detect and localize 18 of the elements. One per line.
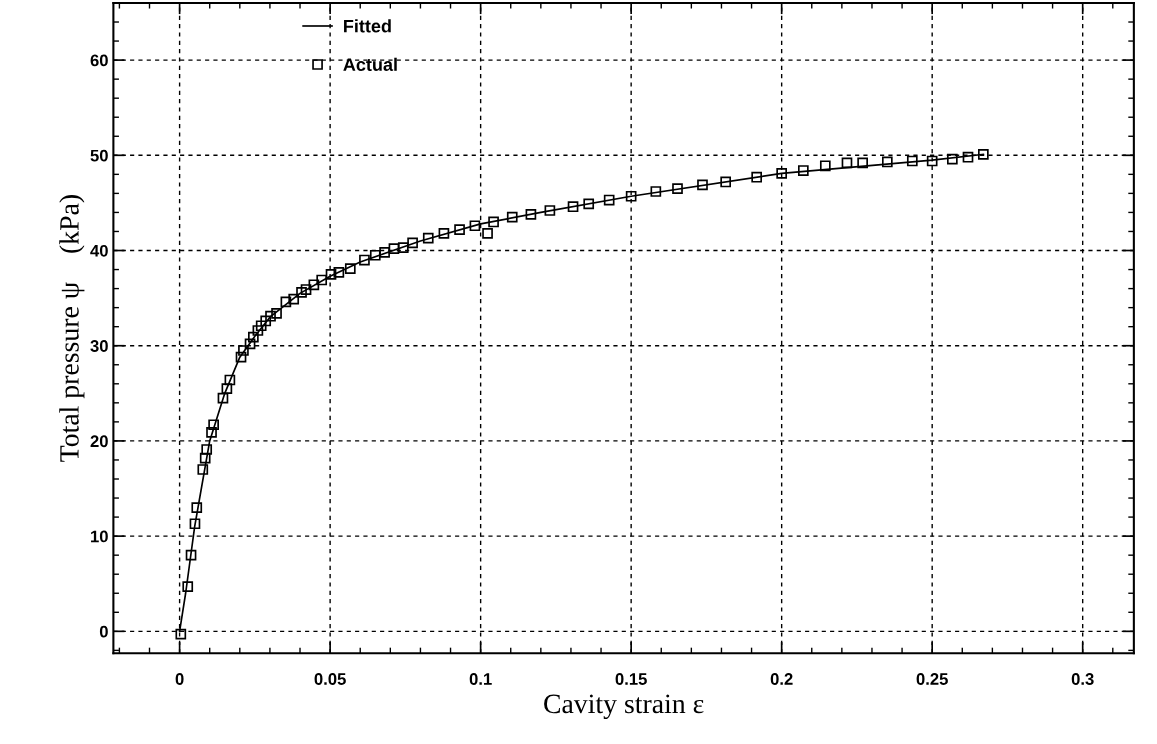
x-axis-title: Cavity strain ε (544, 694, 704, 719)
x-tick-label: 0.15 (615, 673, 647, 685)
x-tick-label: 0.2 (770, 673, 793, 685)
legend-label: Actual (343, 57, 397, 71)
y-tick-label: 40 (90, 244, 108, 257)
x-tick-label: 0.3 (1071, 673, 1094, 685)
x-tick-label: 0 (175, 673, 184, 685)
y-tick-label: 60 (90, 54, 108, 67)
y-tick-label: 0 (99, 625, 108, 638)
y-tick-label: 50 (90, 149, 108, 162)
legend-label: Fitted (344, 19, 391, 33)
x-tick-label: 0.05 (314, 673, 346, 685)
x-tick-label: 0.1 (469, 673, 492, 685)
y-axis-title: Total pressure ψ (kPa) (59, 195, 85, 462)
y-tick-label: 20 (90, 435, 108, 448)
x-tick-label: 0.25 (916, 673, 948, 685)
y-tick-label: 30 (90, 340, 108, 352)
y-tick-label: 10 (91, 530, 108, 543)
